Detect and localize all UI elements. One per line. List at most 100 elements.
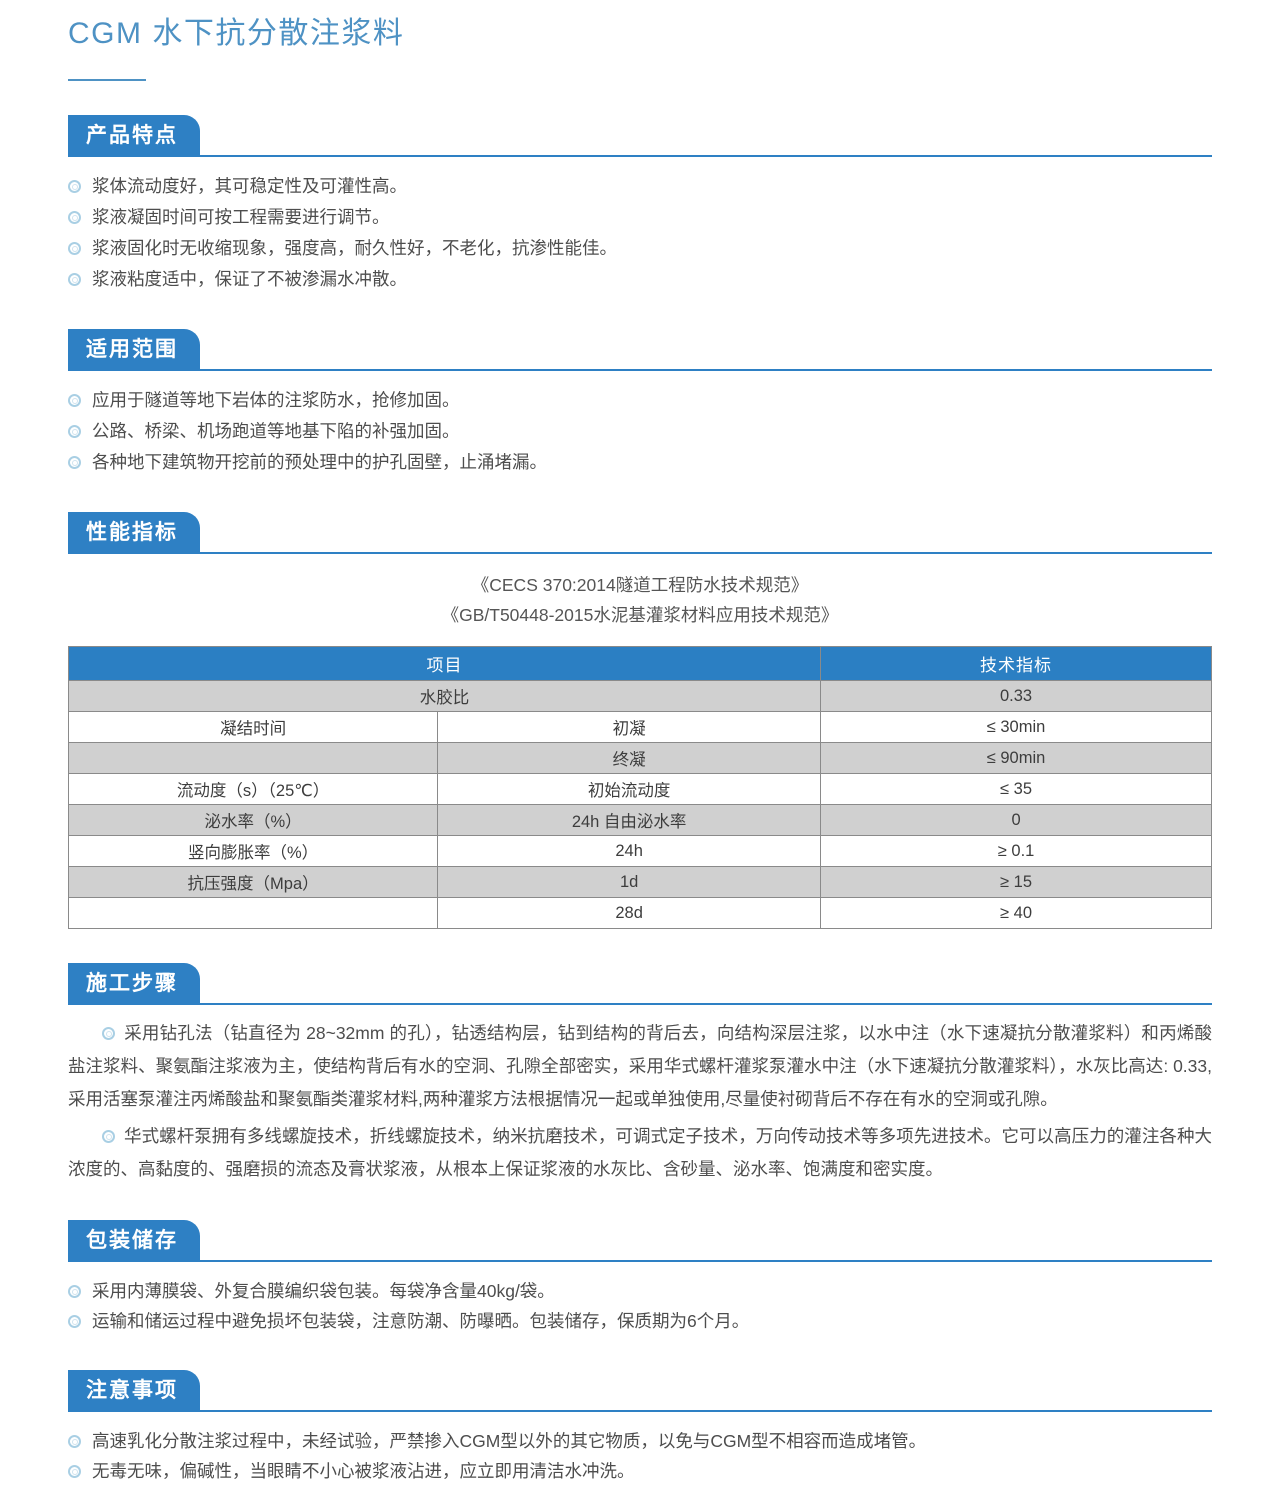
section-divider-rule — [200, 155, 1212, 157]
list-item-text: 浆液固化时无收缩现象，强度高，耐久性好，不老化，抗渗性能佳。 — [92, 238, 617, 258]
ring-bullet-icon — [68, 1315, 81, 1328]
scope-list: 应用于隧道等地下岩体的注浆防水，抢修加固。 公路、桥梁、机场跑道等地基下陷的补强… — [68, 371, 1212, 478]
ring-bullet-icon — [68, 242, 81, 255]
table-row: 泌水率（%） 24h 自由泌水率 0 — [67, 804, 1212, 836]
list-item: 无毒无味，偏碱性，当眼睛不小心被浆液沾进，应立即用清洁水冲洗。 — [68, 1456, 1212, 1486]
list-item-text: 浆液粘度适中，保证了不被渗漏水冲散。 — [92, 269, 407, 289]
cell-subitem: 终凝 — [437, 742, 822, 774]
section-header-packaging: 包装储存 — [68, 1220, 1212, 1262]
section-header-scope: 适用范围 — [68, 329, 1212, 371]
section-tab-label: 产品特点 — [68, 115, 200, 157]
list-item: 高速乳化分散注浆过程中，未经试验，严禁掺入CGM型以外的其它物质，以免与CGM型… — [68, 1426, 1212, 1456]
section-tab-label: 性能指标 — [68, 512, 200, 554]
section-divider-rule — [200, 1003, 1212, 1005]
ring-bullet-icon — [68, 1285, 81, 1298]
list-item-text: 浆体流动度好，其可稳定性及可灌性高。 — [92, 176, 407, 196]
list-item: 运输和储运过程中避免损坏包装袋，注意防潮、防曝晒。包装储存，保质期为6个月。 — [68, 1306, 1212, 1336]
section-tab-label: 适用范围 — [68, 329, 200, 371]
section-features: 产品特点 浆体流动度好，其可稳定性及可灌性高。 浆液凝固时间可按工程需要进行调节… — [68, 115, 1212, 295]
section-steps: 施工步骤 采用钻孔法（钻直径为 28~32mm 的孔），钻透结构层，钻到结构的背… — [68, 963, 1212, 1186]
cell-item: 流动度（s）（25℃） — [67, 773, 439, 805]
section-header-features: 产品特点 — [68, 115, 1212, 157]
ring-bullet-icon — [102, 1130, 115, 1143]
cell-value: ≥ 40 — [820, 897, 1212, 929]
section-performance: 性能指标 《CECS 370:2014隧道工程防水技术规范》 《GB/T5044… — [67, 512, 1212, 929]
cell-subitem: 28d — [437, 897, 822, 929]
cell-subitem: 24h — [437, 835, 822, 867]
cell-value: ≤ 90min — [820, 742, 1212, 774]
cell-value: 0.33 — [820, 680, 1212, 712]
section-header-notes: 注意事项 — [68, 1370, 1212, 1412]
standard-reference: 《GB/T50448-2015水泥基灌浆材料应用技术规范》 — [441, 605, 839, 625]
ring-bullet-icon — [68, 425, 81, 438]
spec-table-body: 水胶比 0.33 凝结时间 初凝 ≤ 30min 终凝 ≤ 90min 流动度（… — [67, 680, 1212, 929]
list-item: 浆液凝固时间可按工程需要进行调节。 — [68, 202, 1212, 233]
ring-bullet-icon — [68, 273, 81, 286]
list-item: 公路、桥梁、机场跑道等地基下陷的补强加固。 — [68, 416, 1212, 447]
cell-value: ≤ 30min — [820, 711, 1212, 743]
section-divider-rule — [200, 1410, 1212, 1412]
paragraph: 华式螺杆泵拥有多线螺旋技术，折线螺旋技术，纳米抗磨技术，可调式定子技术，万向传动… — [68, 1120, 1212, 1186]
ring-bullet-icon — [68, 1465, 81, 1478]
paragraph: 采用钻孔法（钻直径为 28~32mm 的孔），钻透结构层，钻到结构的背后去，向结… — [68, 1017, 1212, 1116]
section-tab-label: 包装储存 — [68, 1220, 200, 1262]
column-header-value: 技术指标 — [820, 646, 1212, 681]
section-tab-label: 施工步骤 — [68, 963, 200, 1005]
title-underline-rule — [68, 79, 146, 81]
section-scope: 适用范围 应用于隧道等地下岩体的注浆防水，抢修加固。 公路、桥梁、机场跑道等地基… — [68, 329, 1212, 478]
cell-item: 泌水率（%） — [67, 804, 439, 836]
ring-bullet-icon — [68, 456, 81, 469]
list-item-text: 无毒无味，偏碱性，当眼睛不小心被浆液沾进，应立即用清洁水冲洗。 — [92, 1461, 635, 1481]
list-item-text: 高速乳化分散注浆过程中，未经试验，严禁掺入CGM型以外的其它物质，以免与CGM型… — [92, 1431, 927, 1451]
section-header-performance: 性能指标 — [68, 512, 1212, 554]
list-item: 浆体流动度好，其可稳定性及可灌性高。 — [68, 171, 1212, 202]
ring-bullet-icon — [68, 211, 81, 224]
list-item: 浆液固化时无收缩现象，强度高，耐久性好，不老化，抗渗性能佳。 — [68, 233, 1212, 264]
list-item-text: 各种地下建筑物开挖前的预处理中的护孔固壁，止涌堵漏。 — [92, 452, 547, 472]
table-row: 水胶比 0.33 — [67, 680, 1212, 712]
section-divider-rule — [200, 552, 1212, 554]
cell-subitem: 24h 自由泌水率 — [437, 804, 822, 836]
table-header-row: 项目 技术指标 — [67, 646, 1212, 681]
list-item-text: 采用内薄膜袋、外复合膜编织袋包装。每袋净含量40kg/袋。 — [92, 1281, 555, 1301]
cell-item: 竖向膨胀率（%） — [67, 835, 439, 867]
paragraph-text: 采用钻孔法（钻直径为 28~32mm 的孔），钻透结构层，钻到结构的背后去，向结… — [68, 1023, 1212, 1109]
section-divider-rule — [200, 1260, 1212, 1262]
table-row: 抗压强度（Mpa） 1d ≥ 15 — [67, 866, 1212, 898]
list-item-text: 浆液凝固时间可按工程需要进行调节。 — [92, 207, 390, 227]
cell-subitem: 1d — [437, 866, 822, 898]
standard-reference: 《CECS 370:2014隧道工程防水技术规范》 — [471, 575, 809, 595]
list-item-text: 公路、桥梁、机场跑道等地基下陷的补强加固。 — [92, 421, 460, 441]
cell-item: 水胶比 — [67, 680, 822, 712]
spec-table: 项目 技术指标 水胶比 0.33 凝结时间 初凝 ≤ 30min 终凝 ≤ 90… — [67, 646, 1212, 929]
packaging-list: 采用内薄膜袋、外复合膜编织袋包装。每袋净含量40kg/袋。 运输和储运过程中避免… — [68, 1262, 1212, 1336]
page-title: CGM 水下抗分散注浆料 — [68, 17, 405, 50]
cell-subitem: 初始流动度 — [437, 773, 822, 805]
table-row: 28d ≥ 40 — [67, 897, 1212, 929]
section-header-steps: 施工步骤 — [68, 963, 1212, 1005]
section-notes: 注意事项 高速乳化分散注浆过程中，未经试验，严禁掺入CGM型以外的其它物质，以免… — [68, 1370, 1212, 1486]
cell-item: 凝结时间 — [67, 711, 439, 743]
table-row: 终凝 ≤ 90min — [67, 742, 1212, 774]
standards-block: 《CECS 370:2014隧道工程防水技术规范》 《GB/T50448-201… — [68, 554, 1212, 630]
cell-value: ≥ 15 — [820, 866, 1212, 898]
ring-bullet-icon — [68, 394, 81, 407]
cell-item — [67, 742, 439, 774]
table-row: 流动度（s）（25℃） 初始流动度 ≤ 35 — [67, 773, 1212, 805]
ring-bullet-icon — [102, 1027, 115, 1040]
cell-value: ≥ 0.1 — [820, 835, 1212, 867]
list-item-text: 应用于隧道等地下岩体的注浆防水，抢修加固。 — [92, 390, 460, 410]
features-list: 浆体流动度好，其可稳定性及可灌性高。 浆液凝固时间可按工程需要进行调节。 浆液固… — [68, 157, 1212, 295]
cell-item — [67, 897, 439, 929]
table-row: 凝结时间 初凝 ≤ 30min — [67, 711, 1212, 743]
notes-list: 高速乳化分散注浆过程中，未经试验，严禁掺入CGM型以外的其它物质，以免与CGM型… — [68, 1412, 1212, 1486]
list-item: 采用内薄膜袋、外复合膜编织袋包装。每袋净含量40kg/袋。 — [68, 1276, 1212, 1306]
cell-value: 0 — [820, 804, 1212, 836]
section-packaging: 包装储存 采用内薄膜袋、外复合膜编织袋包装。每袋净含量40kg/袋。 运输和储运… — [68, 1220, 1212, 1336]
bottom-spacer — [68, 1486, 1212, 1506]
list-item: 应用于隧道等地下岩体的注浆防水，抢修加固。 — [68, 385, 1212, 416]
ring-bullet-icon — [68, 1435, 81, 1448]
column-header-item: 项目 — [67, 646, 822, 681]
steps-paragraphs: 采用钻孔法（钻直径为 28~32mm 的孔），钻透结构层，钻到结构的背后去，向结… — [68, 1005, 1212, 1186]
